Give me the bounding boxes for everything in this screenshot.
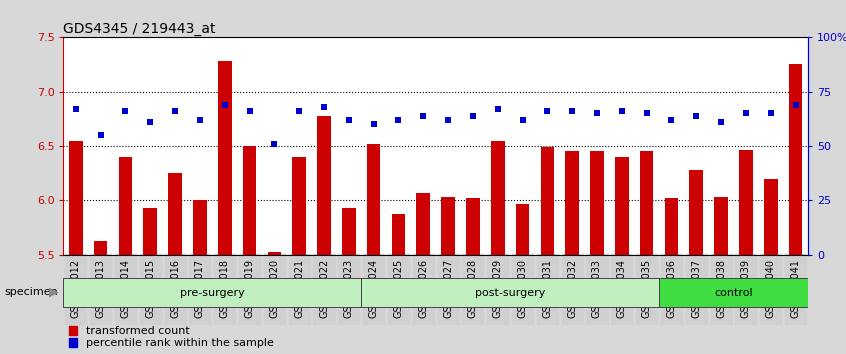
Point bbox=[788, 102, 802, 108]
Point bbox=[714, 119, 728, 125]
Legend: transformed count, percentile rank within the sample: transformed count, percentile rank withi… bbox=[69, 326, 273, 348]
Point bbox=[565, 108, 579, 114]
Bar bbox=[714, 197, 728, 255]
Text: control: control bbox=[714, 288, 753, 298]
Bar bbox=[739, 150, 753, 255]
Point bbox=[689, 113, 703, 118]
Bar bbox=[615, 157, 629, 255]
Bar bbox=[118, 157, 132, 255]
Bar bbox=[267, 252, 281, 255]
Bar bbox=[69, 141, 83, 255]
Point bbox=[591, 110, 604, 116]
Bar bbox=[541, 147, 554, 255]
Point bbox=[94, 132, 107, 138]
Bar bbox=[764, 179, 777, 255]
Text: specimen: specimen bbox=[4, 287, 58, 297]
Point bbox=[615, 108, 629, 114]
Point bbox=[193, 117, 206, 123]
Bar bbox=[293, 157, 306, 255]
Bar bbox=[317, 115, 331, 255]
Text: ▶: ▶ bbox=[49, 286, 58, 298]
Bar bbox=[218, 61, 232, 255]
Point bbox=[541, 108, 554, 114]
Text: post-surgery: post-surgery bbox=[475, 288, 546, 298]
Bar bbox=[367, 144, 381, 255]
Bar bbox=[392, 213, 405, 255]
Point bbox=[466, 113, 480, 118]
Point bbox=[764, 110, 777, 116]
Point bbox=[491, 106, 504, 112]
Point bbox=[392, 117, 405, 123]
Bar bbox=[659, 279, 808, 307]
Bar bbox=[665, 198, 678, 255]
Bar bbox=[442, 197, 455, 255]
Bar bbox=[565, 152, 579, 255]
Bar bbox=[94, 241, 107, 255]
Bar bbox=[144, 208, 157, 255]
Point bbox=[218, 102, 232, 108]
Bar bbox=[342, 208, 355, 255]
Text: pre-surgery: pre-surgery bbox=[180, 288, 244, 298]
Point bbox=[168, 108, 182, 114]
Point bbox=[367, 121, 381, 127]
Bar bbox=[516, 204, 530, 255]
Point bbox=[267, 141, 281, 147]
Point bbox=[442, 117, 455, 123]
Bar bbox=[416, 193, 430, 255]
Point bbox=[317, 104, 331, 110]
Point bbox=[69, 106, 83, 112]
Point bbox=[665, 117, 678, 123]
Bar bbox=[788, 64, 802, 255]
Point bbox=[293, 108, 306, 114]
Point bbox=[118, 108, 132, 114]
Bar bbox=[640, 152, 653, 255]
Bar bbox=[491, 141, 504, 255]
Bar bbox=[689, 170, 703, 255]
Bar bbox=[168, 173, 182, 255]
Point bbox=[416, 113, 430, 118]
Point bbox=[342, 117, 355, 123]
Bar bbox=[243, 146, 256, 255]
Point bbox=[243, 108, 256, 114]
Bar bbox=[193, 200, 206, 255]
Point bbox=[144, 119, 157, 125]
Bar bbox=[63, 279, 361, 307]
Bar bbox=[591, 152, 604, 255]
Text: GDS4345 / 219443_at: GDS4345 / 219443_at bbox=[63, 22, 216, 36]
Bar bbox=[466, 198, 480, 255]
Point bbox=[516, 117, 530, 123]
Point bbox=[640, 110, 653, 116]
Bar bbox=[361, 279, 659, 307]
Point bbox=[739, 110, 753, 116]
